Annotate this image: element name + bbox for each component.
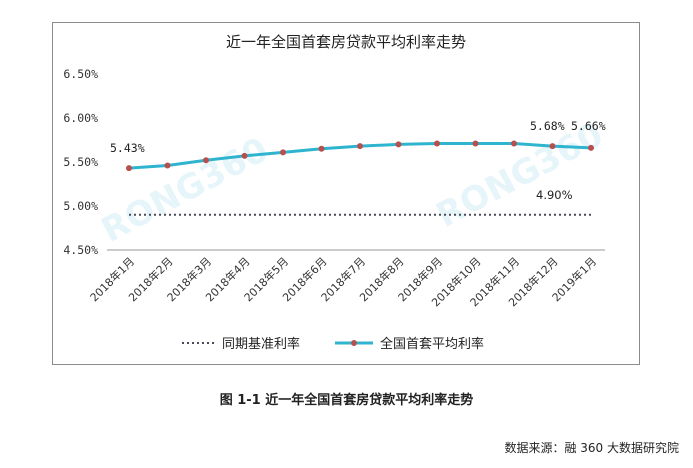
data-point — [280, 149, 286, 156]
y-tick-label: 4.50% — [63, 243, 98, 257]
y-tick-label: 6.50% — [63, 67, 98, 81]
data-label: 5.66% — [571, 119, 606, 133]
data-label: 5.68% — [530, 119, 565, 133]
y-tick-label: 6.00% — [63, 111, 98, 125]
data-point — [472, 140, 479, 147]
data-point — [549, 143, 556, 150]
y-tick-label: 5.00% — [63, 199, 98, 213]
data-label: 5.43% — [110, 141, 145, 155]
data-point — [588, 144, 594, 151]
line-chart: RONG360 RONG360近一年全国首套房贷款平均利率走势6.50%6.00%… — [63, 33, 609, 352]
chart-frame — [52, 22, 640, 365]
legend-marker — [351, 340, 357, 346]
data-point — [318, 145, 325, 152]
data-point — [241, 152, 248, 159]
data-point — [126, 165, 132, 172]
y-tick-label: 5.50% — [63, 155, 98, 169]
chart-title: 近一年全国首套房贷款平均利率走势 — [226, 33, 466, 51]
data-label: 4.90% — [536, 188, 573, 202]
data-point — [357, 143, 363, 150]
data-point — [511, 140, 517, 147]
data-point — [203, 157, 209, 164]
data-source: 数据来源：融 360 大数据研究院 — [504, 441, 679, 455]
figure-caption: 图 1-1 近一年全国首套房贷款平均利率走势 — [219, 393, 474, 408]
legend-label: 全国首套平均利率 — [380, 336, 484, 352]
data-point — [395, 141, 402, 148]
legend-label: 同期基准利率 — [222, 336, 300, 352]
data-point — [164, 162, 171, 169]
data-point — [434, 140, 440, 147]
